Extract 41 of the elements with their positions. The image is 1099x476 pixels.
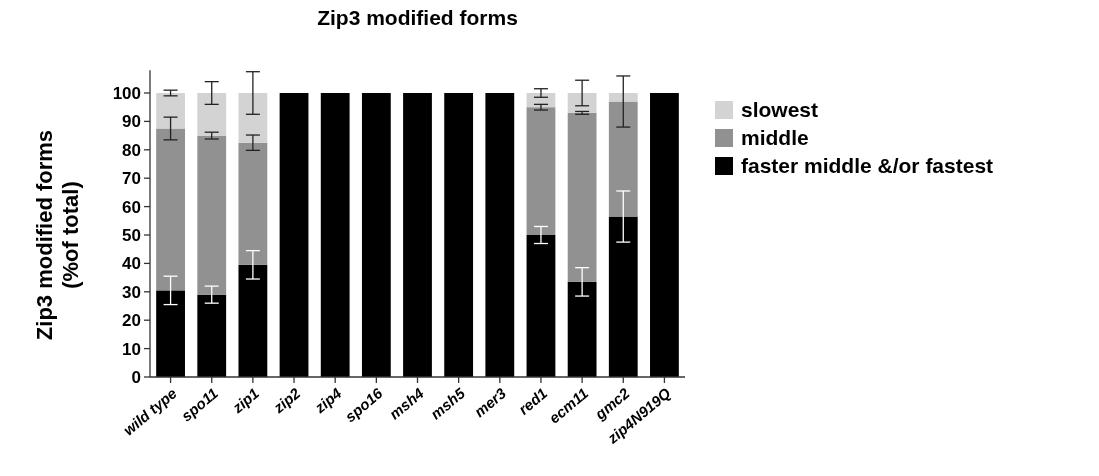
legend-label: slowest bbox=[741, 98, 819, 122]
bar bbox=[526, 107, 556, 235]
bar bbox=[526, 235, 556, 377]
bar bbox=[361, 93, 391, 377]
bar bbox=[238, 264, 268, 377]
bar bbox=[238, 142, 268, 265]
y-tick-label: 50 bbox=[122, 225, 141, 245]
bar bbox=[403, 93, 432, 377]
bar bbox=[567, 112, 597, 282]
bar bbox=[608, 216, 638, 377]
bar bbox=[197, 93, 227, 136]
legend-label: middle bbox=[741, 126, 809, 150]
bar bbox=[567, 93, 597, 113]
y-tick-label: 80 bbox=[122, 140, 141, 160]
y-tick-label: 0 bbox=[131, 367, 141, 387]
bar bbox=[156, 290, 185, 377]
y-tick-label: 70 bbox=[122, 169, 141, 189]
bar bbox=[238, 93, 268, 143]
bar bbox=[526, 93, 556, 108]
y-axis-title: Zip3 modified forms (%of total) bbox=[32, 129, 83, 341]
y-tick-label: 60 bbox=[122, 197, 141, 217]
bar bbox=[279, 93, 309, 377]
bar bbox=[320, 93, 350, 377]
y-tick-label: 90 bbox=[122, 112, 141, 132]
bar bbox=[485, 93, 515, 377]
y-tick-label: 100 bbox=[112, 83, 141, 103]
bar bbox=[156, 128, 185, 291]
bar bbox=[650, 93, 679, 377]
bar bbox=[608, 93, 638, 102]
bar bbox=[197, 294, 227, 377]
y-tick-label: 40 bbox=[122, 254, 141, 274]
y-tick-label: 30 bbox=[122, 282, 141, 302]
bar bbox=[197, 135, 227, 295]
y-tick-label: 10 bbox=[122, 339, 141, 359]
legend-label: faster middle &/or fastest bbox=[741, 154, 994, 178]
bar bbox=[444, 93, 474, 377]
y-tick-label: 20 bbox=[122, 311, 141, 331]
bar bbox=[567, 281, 597, 377]
bar bbox=[608, 101, 638, 217]
bar bbox=[156, 93, 185, 129]
chart-title: Zip3 modified forms bbox=[317, 6, 518, 29]
